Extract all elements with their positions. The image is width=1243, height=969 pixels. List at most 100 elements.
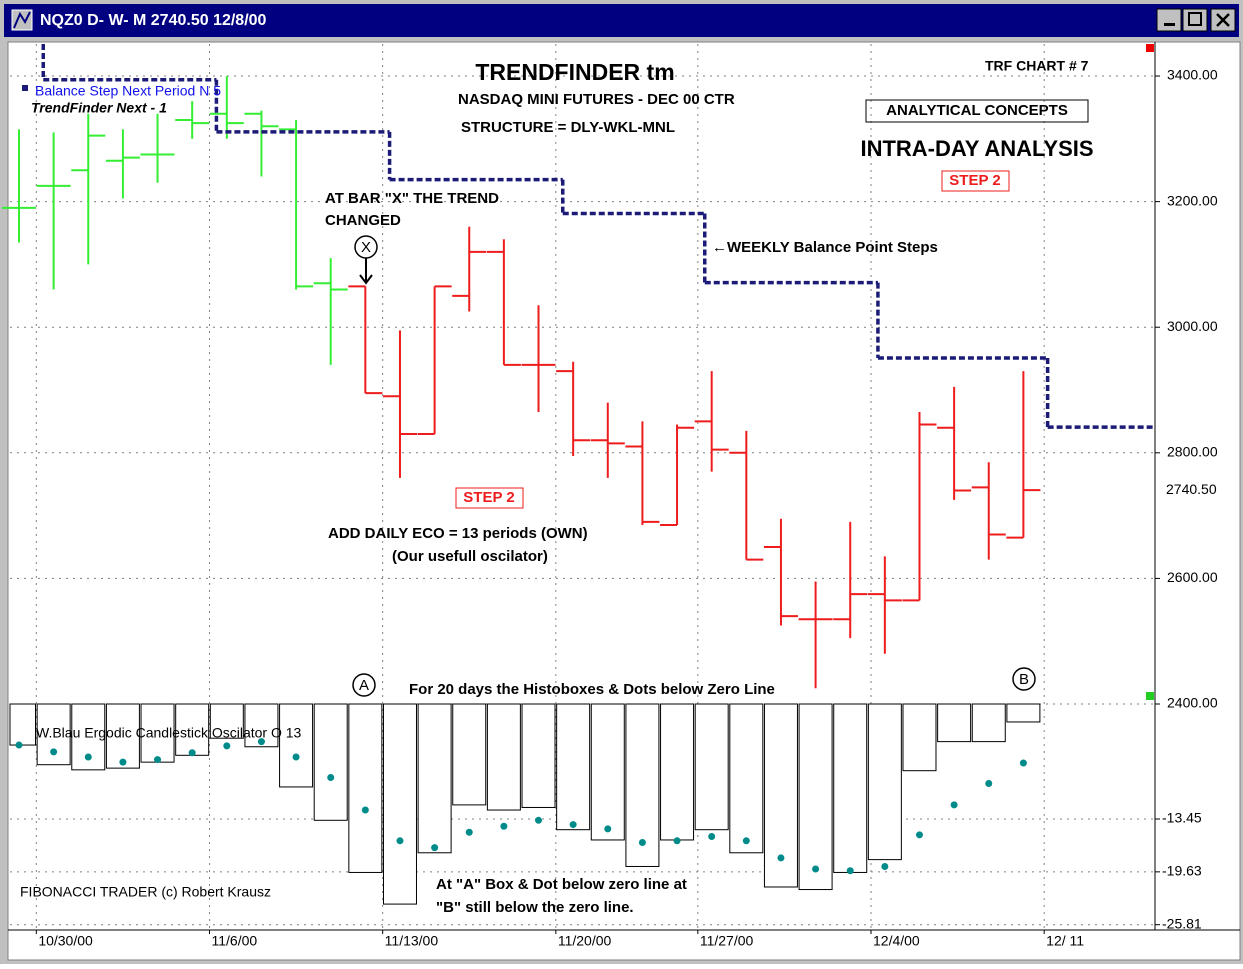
- x-tick-label: 11/13/00: [385, 933, 439, 949]
- window-title: NQZ0 D- W- M 2740.50 12/8/00: [40, 12, 267, 29]
- histobox: [729, 703, 764, 854]
- y-tick-label: 2600.00: [1167, 569, 1218, 585]
- annotation: AT BAR "X" THE TREND: [325, 190, 499, 207]
- oscillator-dot: [985, 780, 993, 788]
- minimize-glyph: [1164, 23, 1175, 26]
- step-label: STEP 2: [949, 172, 1000, 189]
- histobox: [105, 703, 140, 769]
- oscillator-dot: [500, 822, 508, 830]
- series-label: W.Blau Ergodic Candlestick Oscilator O 1…: [36, 725, 302, 741]
- x-tick-label: 12/4/00: [873, 933, 920, 949]
- histobox: [417, 703, 452, 854]
- histobox: [590, 703, 625, 841]
- x-tick-label: 10/30/00: [38, 933, 93, 949]
- oscillator-dot: [15, 741, 23, 749]
- chart-subtitle: NASDAQ MINI FUTURES - DEC 00 CTR: [458, 91, 735, 108]
- oscillator-dot: [1019, 759, 1027, 767]
- histobox: [1006, 703, 1041, 723]
- histobox: [140, 703, 175, 763]
- oscillator-dot: [950, 801, 958, 809]
- annotation: "B" still below the zero line.: [436, 899, 634, 916]
- histobox: [556, 703, 591, 831]
- annotation: FIBONACCI TRADER (c) Robert Krausz: [20, 884, 271, 900]
- annotation-box: [455, 487, 524, 509]
- oscillator-dot: [465, 828, 473, 836]
- oscillator-dot: [431, 844, 439, 852]
- publisher-box: [865, 99, 1089, 123]
- histobox: [971, 703, 1006, 743]
- last-price-label: 2740.50: [1166, 481, 1217, 497]
- oscillator-dot: [569, 821, 577, 829]
- app-icon: [11, 9, 33, 31]
- maximize-glyph: [1188, 12, 1202, 26]
- annotation: (Our usefull oscilator): [392, 548, 548, 565]
- oscillator-dot: [708, 833, 716, 841]
- histobox: [9, 703, 37, 746]
- y-tick-label: -25.81: [1162, 915, 1202, 931]
- oscillator-dot: [638, 839, 646, 847]
- x-tick-label: 11/27/00: [700, 933, 754, 949]
- annotation: B: [1019, 671, 1029, 688]
- histobox: [382, 703, 417, 905]
- oscillator-dot: [812, 865, 820, 873]
- oscillator-dot: [673, 837, 681, 845]
- y-tick-label: -13.45: [1162, 810, 1202, 826]
- histobox: [175, 703, 210, 756]
- histobox: [867, 703, 902, 861]
- publisher: ANALYTICAL CONCEPTS: [886, 102, 1068, 119]
- oscillator-dot: [223, 742, 231, 750]
- y-tick-label: 2800.00: [1167, 444, 1218, 460]
- histobox: [833, 703, 868, 873]
- histobox: [660, 703, 695, 841]
- arrow: [359, 258, 373, 285]
- red-marker: [1146, 44, 1154, 52]
- oscillator-dot: [535, 816, 543, 824]
- histobox: [486, 703, 521, 811]
- close-glyph: [1216, 13, 1230, 27]
- oscillator-dot: [119, 758, 127, 766]
- histobox: [209, 703, 244, 739]
- histobox: [452, 703, 487, 806]
- oscillator-dot: [327, 774, 335, 782]
- chart-id: TRF CHART # 7: [985, 58, 1089, 74]
- y-tick-label: -19.63: [1162, 863, 1202, 879]
- y-tick-label: 3400.00: [1167, 67, 1218, 83]
- oscillator-dot: [84, 753, 92, 761]
- legend-entry: TrendFinder Next - 1: [31, 100, 167, 116]
- annotation: A: [359, 677, 369, 694]
- y-tick-label: 2400.00: [1167, 695, 1218, 711]
- annotation: X: [361, 239, 371, 256]
- minimize-button[interactable]: [1156, 8, 1182, 32]
- x-tick-label: 12/ 11: [1046, 933, 1084, 949]
- histobox: [521, 703, 556, 808]
- oscillator-dot: [292, 753, 300, 761]
- annotation: ←WEEKLY Balance Point Steps: [712, 239, 938, 256]
- step-box: [941, 170, 1010, 192]
- oscillator-dot: [257, 738, 265, 746]
- histobox: [937, 703, 972, 743]
- oscillator-dot: [881, 862, 889, 870]
- histobox: [798, 703, 833, 891]
- annotation: CHANGED: [325, 212, 401, 229]
- annotation: For 20 days the Histoboxes & Dots below …: [409, 681, 775, 698]
- histobox: [279, 703, 314, 788]
- oscillator-dot: [915, 831, 923, 839]
- legend-swatch: [22, 85, 28, 91]
- app-icon-glyph: [13, 11, 31, 29]
- histobox: [313, 703, 348, 821]
- oscillator-dot: [742, 837, 750, 845]
- oscillator-dot: [604, 825, 612, 833]
- annotation: ADD DAILY ECO = 13 periods (OWN): [328, 525, 588, 542]
- oscillator-dot: [50, 748, 58, 756]
- oscillator-dot: [396, 837, 404, 845]
- oscillator-dot: [154, 756, 162, 764]
- histobox: [902, 703, 937, 772]
- y-tick-label: 3000.00: [1167, 318, 1218, 334]
- histobox: [694, 703, 729, 831]
- annotation-circle: [352, 673, 376, 697]
- heading: INTRA-DAY ANALYSIS: [860, 136, 1093, 161]
- annotation: At "A" Box & Dot below zero line at: [436, 876, 687, 893]
- y-tick-label: 3200.00: [1167, 192, 1218, 208]
- oscillator-dot: [777, 854, 785, 862]
